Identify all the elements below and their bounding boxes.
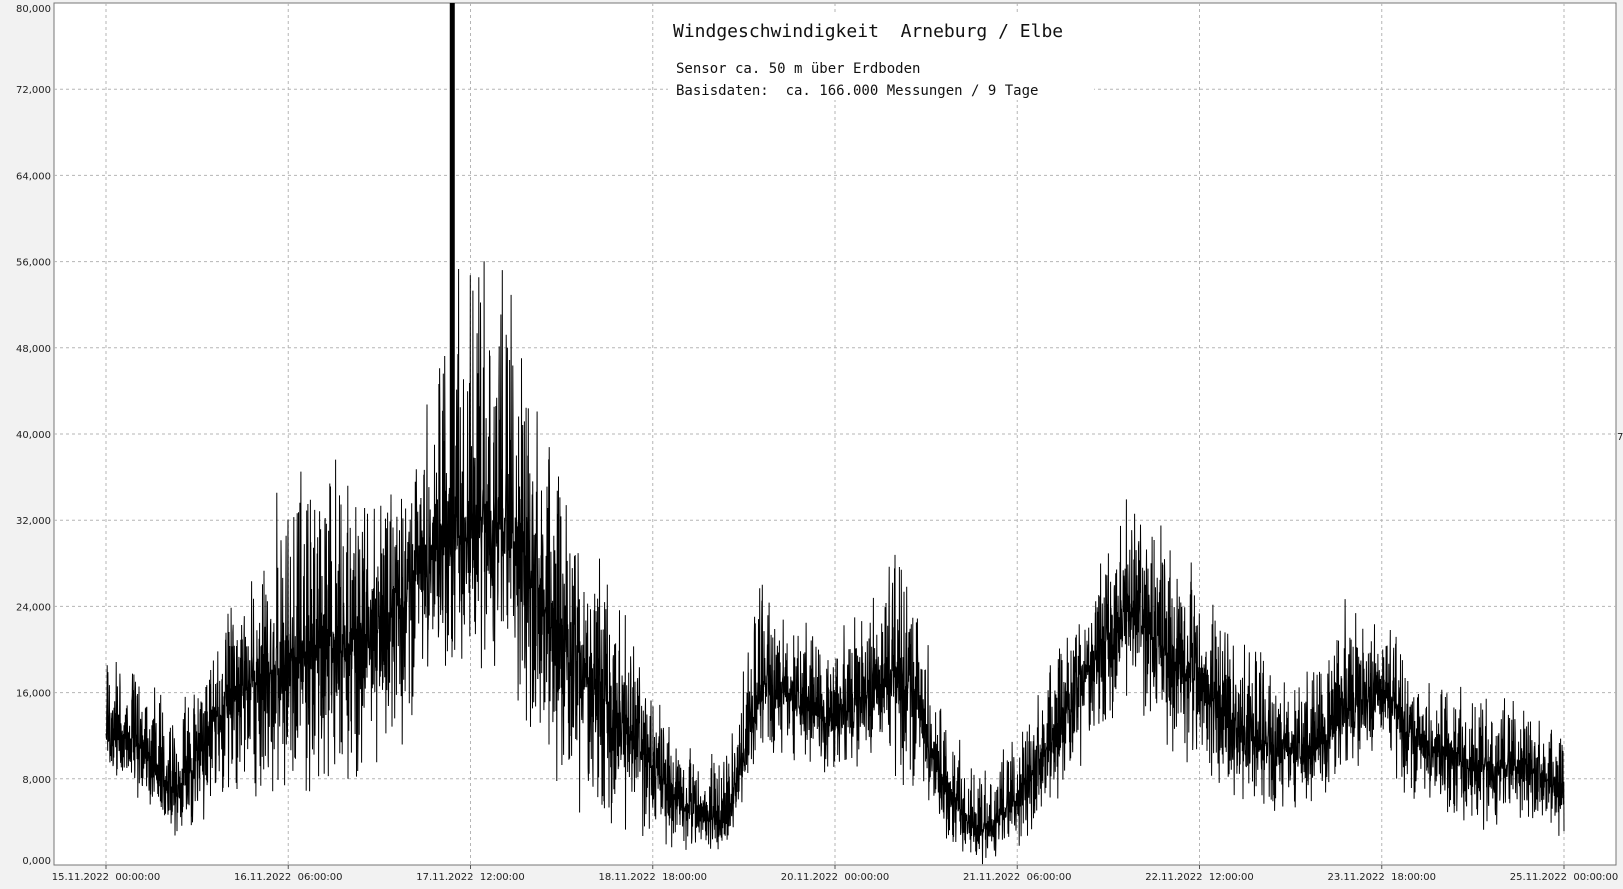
x-tick-label: 21.11.2022 06:00:00 xyxy=(963,872,1072,883)
y-tick-label: 80,000 xyxy=(16,4,51,15)
y-tick-label: 8,000 xyxy=(22,775,51,786)
y-tick-label: 24,000 xyxy=(16,602,51,613)
chart-title: Windgeschwindigkeit Arneburg / Elbe xyxy=(673,21,1063,42)
right-edge-label: 7 xyxy=(1617,432,1623,443)
x-tick-label: 25.11.2022 00:00:00 xyxy=(1510,872,1619,883)
y-axis-ticks: 0,000 8,000 16,000 24,000 32,000 40,000 48,000… xyxy=(16,4,51,867)
y-tick-label: 16,000 xyxy=(16,689,51,700)
series-wind-speed xyxy=(105,3,1565,865)
x-tick-label: 16.11.2022 06:00:00 xyxy=(234,872,343,883)
y-tick-label: 64,000 xyxy=(16,171,51,182)
x-tick-label: 20.11.2022 00:00:00 xyxy=(781,872,890,883)
x-tick-label: 23.11.2022 18:00:00 xyxy=(1327,872,1436,883)
y-tick-label: 72,000 xyxy=(16,85,51,96)
title-background xyxy=(668,14,1094,100)
y-tick-label: 40,000 xyxy=(16,430,51,441)
chart-title-block: Windgeschwindigkeit Arneburg / Elbe Sens… xyxy=(668,14,1094,100)
chart-subtitle-basisdaten: Basisdaten: ca. 166.000 Messungen / 9 Ta… xyxy=(676,83,1038,99)
y-tick-label: 0,000 xyxy=(22,856,51,867)
y-tick-label: 56,000 xyxy=(16,258,51,269)
x-tick-label: 17.11.2022 12:00:00 xyxy=(416,872,525,883)
x-axis-ticks: 15.11.2022 00:00:00 16.11.2022 06:00:00 17… xyxy=(52,865,1619,883)
x-tick-label: 22.11.2022 12:00:00 xyxy=(1145,872,1254,883)
y-tick-label: 32,000 xyxy=(16,516,51,527)
y-tick-label: 48,000 xyxy=(16,344,51,355)
wind-speed-line xyxy=(105,261,1565,865)
chart-subtitle-sensor: Sensor ca. 50 m über Erdboden xyxy=(676,61,920,77)
x-tick-label: 18.11.2022 18:00:00 xyxy=(598,872,707,883)
x-tick-label: 15.11.2022 00:00:00 xyxy=(52,872,161,883)
